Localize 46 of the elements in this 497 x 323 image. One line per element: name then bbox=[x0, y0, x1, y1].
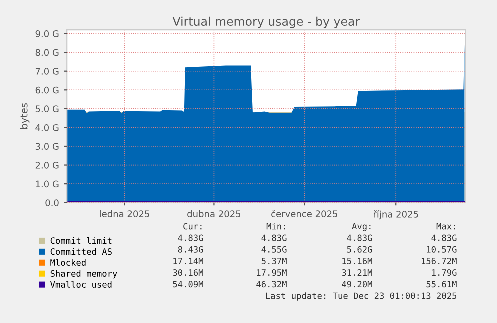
text: Last update: Tue Dec 23 01:00:13 2025 bbox=[266, 292, 457, 301]
text: Avg: bbox=[352, 223, 371, 232]
text: 10.57G bbox=[427, 246, 457, 253]
text: 4.83G bbox=[432, 234, 457, 242]
text: Min: bbox=[266, 223, 286, 230]
y-tick-label: 5.0 G bbox=[36, 106, 59, 112]
y-tick-label: 0.0 bbox=[46, 200, 59, 206]
x-tick-label: dubna 2025 bbox=[188, 210, 241, 218]
x-tick-label: července 2025 bbox=[272, 210, 338, 218]
text: 4.83G bbox=[347, 234, 372, 242]
text: 31.21M bbox=[342, 270, 372, 276]
legend-label: Mlocked bbox=[50, 259, 86, 266]
legend-label: Commit limit bbox=[50, 237, 112, 244]
legend-label: Vmalloc used bbox=[50, 281, 112, 288]
text: 5.37M bbox=[262, 258, 287, 264]
y-tick-label: 8.0 G bbox=[36, 49, 59, 56]
text: 54.09M bbox=[173, 281, 204, 288]
text: 4.83G bbox=[262, 234, 287, 242]
y-tick-label: 2.0 G bbox=[36, 162, 59, 169]
text: 17.14M bbox=[174, 258, 204, 264]
text: Cur: bbox=[184, 223, 202, 230]
y-axis-title: bytes bbox=[20, 104, 30, 129]
x-tick-label: ledna 2025 bbox=[100, 210, 150, 218]
y-tick-label: 6.0 G bbox=[36, 86, 59, 94]
text: 4.83G bbox=[178, 234, 204, 242]
text: 49.20M bbox=[342, 281, 372, 288]
legend-label: Committed AS bbox=[50, 248, 112, 256]
legend-label: Shared memory bbox=[50, 270, 118, 279]
text: 8.43G bbox=[178, 246, 204, 253]
text: 15.16M bbox=[342, 258, 372, 264]
text: 46.32M bbox=[256, 281, 287, 288]
text: 156.72M bbox=[422, 258, 457, 264]
y-tick-label: 3.0 G bbox=[36, 143, 59, 150]
y-tick-label: 7.0 G bbox=[36, 68, 59, 75]
y-tick-label: 1.0 G bbox=[36, 180, 59, 188]
text: 4.55G bbox=[262, 246, 287, 253]
text: 5.62G bbox=[347, 246, 372, 253]
x-tick-label: října 2025 bbox=[374, 210, 418, 220]
y-tick-label: 4.0 G bbox=[36, 124, 59, 132]
text: 30.16M bbox=[173, 270, 204, 276]
text: 1.79G bbox=[432, 270, 457, 276]
y-tick-label: 9.0 G bbox=[36, 30, 59, 38]
chart-title: Virtual memory usage - by year bbox=[172, 16, 360, 28]
text: Max: bbox=[436, 223, 456, 230]
text: 17.95M bbox=[257, 270, 287, 276]
text: 55.61M bbox=[426, 281, 457, 288]
